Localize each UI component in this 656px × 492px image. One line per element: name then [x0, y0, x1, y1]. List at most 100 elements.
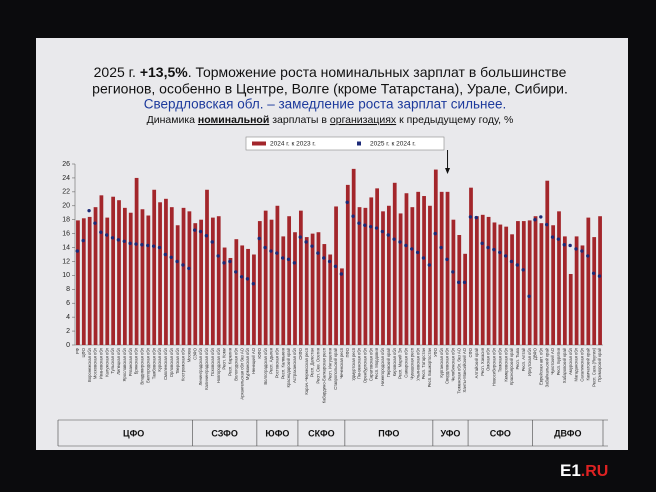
title-line-1: 2025 г. +13,5%. Торможение роста номинал…	[94, 64, 567, 80]
x-tick-label: Респ. Адыгея	[269, 348, 274, 374]
bar	[222, 247, 227, 345]
x-tick-label: Московская обл	[93, 347, 98, 379]
x-tick-label: Пермский край	[386, 347, 391, 377]
dot	[374, 226, 379, 230]
x-tick-label: Брянская обл	[134, 347, 139, 374]
dot	[415, 250, 420, 255]
x-tick-label: Респ. Хакасия	[480, 348, 485, 376]
bar	[87, 216, 92, 345]
dot	[187, 266, 191, 271]
x-tick-label: Курская обл	[157, 347, 162, 371]
x-tick-label: Карач.-Черкесская респ	[304, 348, 309, 395]
dot	[368, 224, 373, 229]
bar	[416, 191, 421, 345]
bar	[457, 235, 462, 345]
bar	[257, 221, 262, 345]
bar	[281, 236, 286, 345]
bar	[428, 205, 432, 345]
dot	[263, 245, 267, 250]
bar	[269, 219, 274, 345]
bar	[134, 177, 139, 345]
dot	[257, 236, 261, 241]
logo-domain: .RU	[581, 463, 609, 480]
x-tick-label: Респ. Ингушетия	[327, 348, 332, 381]
dot	[503, 254, 508, 258]
dot	[550, 235, 555, 239]
bar	[275, 205, 280, 345]
dot	[322, 256, 326, 260]
x-tick-label: Приморский край	[597, 347, 602, 381]
bar	[93, 207, 98, 345]
dot	[275, 251, 279, 255]
bar	[574, 236, 579, 345]
x-tick-label: Краснодарский край	[286, 347, 291, 387]
dot	[93, 221, 97, 225]
bar	[210, 217, 215, 345]
bar	[533, 216, 538, 345]
bar	[545, 180, 550, 345]
bar	[345, 184, 350, 345]
bar	[463, 253, 468, 345]
bar	[357, 207, 362, 345]
bar	[404, 193, 409, 345]
x-tick-label: Кабардино-Балкарская респ	[321, 348, 326, 403]
bar	[369, 197, 374, 345]
bar	[99, 195, 104, 345]
bar	[263, 210, 268, 345]
dot	[527, 294, 531, 298]
dot	[298, 235, 302, 239]
x-tick-label: Респ. Дагестан	[310, 347, 315, 377]
dot	[198, 229, 203, 234]
group-label: СКФО	[308, 428, 335, 438]
bar	[158, 202, 162, 345]
bar	[451, 219, 456, 345]
logo-mark: E1	[560, 461, 581, 480]
x-tick-label: Ненецкий АО	[251, 347, 256, 374]
x-tick-label: Удмуртская респ	[351, 348, 356, 381]
dot	[404, 243, 408, 248]
y-tick-label: 4	[66, 314, 70, 321]
y-tick-label: 22	[62, 189, 70, 196]
x-tick-label: Еврейская авт. обл	[539, 347, 544, 385]
dot	[562, 243, 566, 247]
bar	[169, 207, 174, 345]
dot	[251, 282, 256, 286]
x-tick-label: Респ. Калмыкия	[280, 348, 285, 379]
bar	[199, 219, 204, 345]
group-label: СЗФО	[211, 428, 237, 438]
x-tick-label: Сахалинская обл	[580, 347, 585, 381]
x-tick-label: Амурская обл	[568, 347, 573, 374]
x-tick-label: Респ. Алтай	[521, 347, 526, 371]
bar	[240, 245, 245, 345]
dot	[427, 263, 432, 267]
x-tick-label: Вологодская обл	[233, 347, 238, 380]
dot	[544, 222, 549, 227]
dot	[421, 256, 426, 260]
dot	[568, 243, 572, 248]
legend-swatch	[357, 141, 361, 146]
dot	[433, 231, 437, 236]
legend-label: 2025 г. к 2024 г.	[370, 141, 416, 148]
dot	[439, 245, 443, 250]
x-tick-label: Новгородская обл	[216, 347, 221, 383]
bar	[586, 217, 591, 345]
x-tick-label: Забайкальский край	[544, 347, 549, 387]
x-tick-label: Свердловская обл	[445, 347, 450, 384]
x-tick-label: Тверская обл	[175, 347, 180, 374]
dot	[580, 249, 584, 253]
bar	[76, 220, 80, 345]
dot	[574, 247, 578, 251]
dot	[333, 264, 338, 269]
bar	[510, 234, 514, 345]
x-tick-label: Ханты-Мансийский АО	[462, 347, 467, 392]
x-tick-label: Смоленская обл	[163, 347, 168, 380]
legend-swatch	[252, 141, 266, 146]
x-tick-label: Тульская обл	[110, 347, 115, 373]
bar	[381, 211, 385, 345]
x-tick-label: ПФО	[345, 347, 350, 357]
bar	[298, 210, 303, 345]
x-tick-label: Белгородская обл	[145, 347, 150, 382]
x-tick-label: Курганская обл	[439, 347, 444, 377]
